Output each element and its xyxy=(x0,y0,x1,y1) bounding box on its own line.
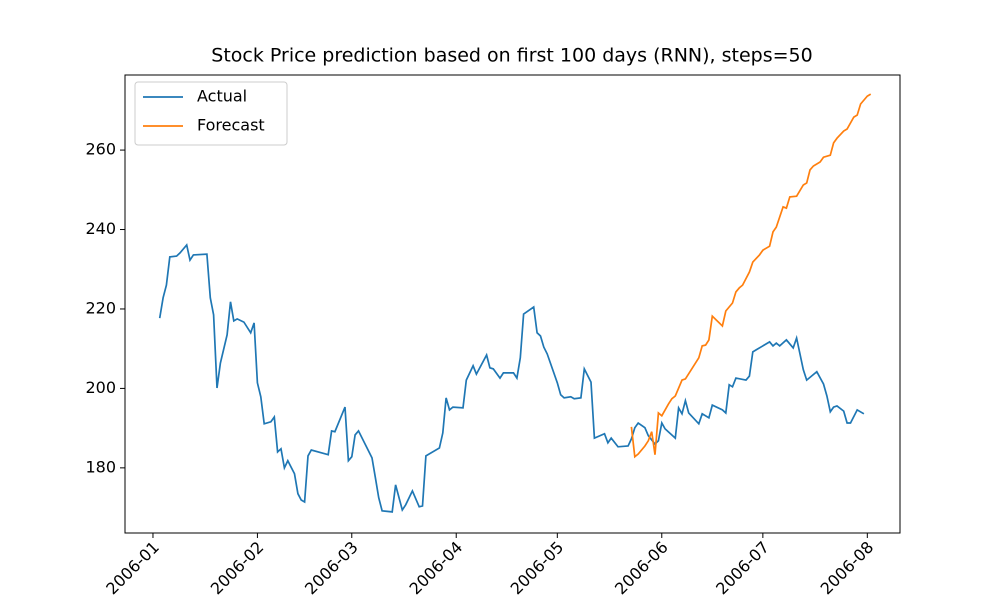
x-tick-label: 2006-04 xyxy=(406,538,467,599)
legend-label: Forecast xyxy=(197,116,265,135)
line-series xyxy=(630,93,872,459)
plot-frame xyxy=(124,74,901,534)
x-tick-label: 2006-02 xyxy=(207,538,268,599)
chart-title: Stock Price prediction based on first 10… xyxy=(211,45,812,67)
x-tick-label: 2006-07 xyxy=(712,538,773,599)
x-tick-label: 2006-01 xyxy=(102,538,163,599)
y-tick-label: 260 xyxy=(85,140,116,159)
y-tick-label: 180 xyxy=(85,457,116,476)
x-tick-label: 2006-05 xyxy=(507,538,568,599)
line-series xyxy=(158,243,865,513)
y-tick-label: 200 xyxy=(85,378,116,397)
x-tick-label: 2006-03 xyxy=(301,538,362,599)
y-tick-label: 240 xyxy=(85,219,116,238)
x-tick-label: 2006-08 xyxy=(817,538,878,599)
x-tick-label: 2006-06 xyxy=(611,538,672,599)
legend-label: Actual xyxy=(197,87,247,106)
y-tick-label: 220 xyxy=(85,298,116,317)
